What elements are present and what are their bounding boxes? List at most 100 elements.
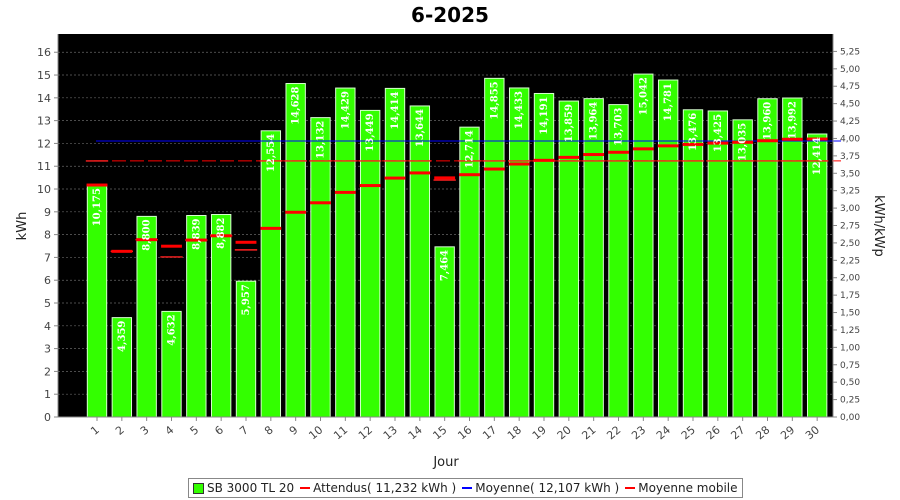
moving-average-mark [781, 137, 803, 141]
data-label: 13,960 [763, 102, 774, 140]
x-tick-label: 21 [580, 423, 599, 442]
y2-tick-label: 5,00 [840, 65, 860, 75]
y-tick-label: 7 [44, 251, 51, 264]
moving-average-mark [583, 153, 605, 157]
y-tick-label: 0 [44, 411, 51, 424]
data-label: 4,632 [167, 314, 178, 345]
y2-tick-label: 0,00 [840, 413, 860, 423]
y2-tick-label: 0,25 [840, 396, 860, 406]
legend-item-average: Moyenne( 12,107 kWh ) [462, 481, 619, 495]
moving-average-mark [434, 176, 456, 180]
y-tick-label: 10 [37, 183, 51, 196]
y2-tick-label: 3,50 [840, 169, 860, 179]
bar [384, 87, 406, 418]
moving-average-mark [707, 141, 729, 145]
y2-tick-label: 2,00 [840, 274, 860, 284]
data-label: 5,957 [241, 284, 252, 315]
data-label: 10,175 [92, 188, 103, 226]
bar [285, 83, 306, 418]
x-tick-label: 15 [431, 423, 450, 442]
data-label: 14,433 [514, 91, 525, 129]
bar [508, 87, 530, 418]
y-tick-label: 2 [44, 365, 51, 378]
moving-average-mark [111, 249, 133, 253]
y-tick-label: 1 [44, 388, 51, 401]
data-label: 13,035 [738, 123, 749, 161]
x-tick-label: 22 [604, 423, 623, 442]
y2-tick-label: 1,50 [840, 309, 860, 319]
y-tick-label: 16 [37, 46, 51, 59]
data-label: 12,554 [266, 134, 277, 172]
y-tick-label: 15 [37, 69, 51, 82]
legend-item-expected: Attendus( 11,232 kWh ) [300, 481, 456, 495]
y2-tick-label: 2,25 [840, 256, 860, 266]
legend-swatch-expected [300, 487, 311, 489]
x-tick-label: 7 [237, 423, 251, 437]
legend-swatch-average [462, 487, 473, 489]
x-tick-label: 17 [480, 423, 499, 442]
x-tick-label: 4 [163, 423, 177, 437]
legend-label-production: SB 3000 TL 20 [207, 481, 295, 495]
y2-tick-label: 3,75 [840, 152, 860, 162]
data-label: 7,464 [440, 250, 451, 281]
x-tick-label: 12 [356, 423, 375, 442]
bar [359, 109, 381, 418]
y-axis-label: kWh [15, 212, 30, 241]
x-tick-label: 3 [138, 423, 152, 437]
data-label: 8,882 [216, 217, 227, 248]
bar [558, 100, 580, 418]
moving-average-mark [757, 139, 778, 143]
legend-item-moving-average: Moyenne mobile [625, 481, 738, 495]
x-tick-label: 6 [212, 423, 226, 437]
moving-average-mark [185, 238, 207, 242]
data-label: 4,359 [117, 321, 128, 352]
bar [583, 98, 604, 418]
x-tick-label: 20 [555, 423, 574, 442]
bar [459, 126, 480, 418]
legend-label-moving-average: Moyenne mobile [638, 481, 738, 495]
bar [310, 117, 331, 418]
data-label: 13,703 [614, 108, 625, 146]
data-label: 13,449 [365, 113, 376, 151]
data-label: 12,414 [812, 137, 823, 175]
y2-tick-label: 1,00 [840, 343, 860, 353]
moving-average-mark [608, 150, 629, 154]
y-tick-label: 13 [37, 115, 51, 128]
moving-average-mark [86, 183, 108, 187]
bar [757, 98, 778, 418]
data-label: 13,644 [415, 109, 426, 147]
moving-average-mark [384, 176, 406, 180]
x-tick-label: 30 [803, 423, 822, 442]
data-label: 12,714 [465, 130, 476, 168]
data-label: 14,429 [340, 91, 351, 129]
overlay-lines [85, 137, 841, 258]
moving-average-mark [310, 201, 331, 205]
y2-tick-label: 0,50 [840, 378, 860, 388]
x-tick-label: 8 [262, 423, 276, 437]
data-label: 13,859 [564, 104, 575, 142]
y2-axis-label: kWh/kWp [871, 195, 886, 257]
y2-tick-label: 4,00 [840, 134, 860, 144]
moving-average-mark [682, 142, 704, 146]
x-tick-label: 26 [704, 423, 723, 442]
y2-tick-label: 4,25 [840, 117, 860, 127]
x-tick-label: 13 [381, 423, 400, 442]
data-label: 14,855 [489, 81, 500, 119]
bar [260, 130, 282, 418]
moving-average-mark [334, 190, 356, 194]
y-tick-label: 9 [44, 206, 51, 219]
y2-tick-label: 2,50 [840, 239, 860, 249]
y2-tick-label: 1,75 [840, 291, 860, 301]
moving-average-mark [136, 238, 158, 242]
y2-axis-ticks: 0,00 0,25 0,50 0,75 1,00 1,25 1,50 1,75 2,00 2,25… [833, 47, 860, 423]
legend: SB 3000 TL 20 Attendus( 11,232 kWh ) Moy… [188, 478, 743, 498]
moving-average-mark [235, 240, 257, 244]
y2-tick-label: 4,75 [840, 82, 860, 92]
data-labels: 10,175 4,359 8,800 4,632 8,839 8,882 5,957 12,5… [92, 77, 823, 352]
bar [409, 105, 431, 418]
x-tick-label: 2 [113, 423, 127, 437]
x-tick-label: 18 [505, 423, 524, 442]
bar [806, 133, 828, 418]
